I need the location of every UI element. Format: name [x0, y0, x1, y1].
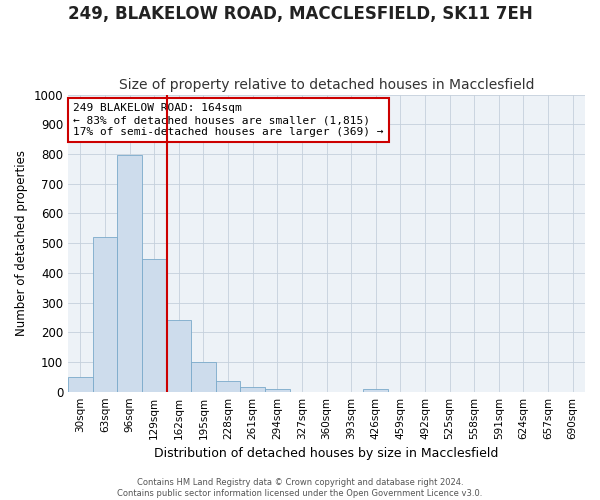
Bar	[68, 377, 92, 392]
Bar	[167, 320, 191, 392]
Y-axis label: Number of detached properties: Number of detached properties	[15, 150, 28, 336]
X-axis label: Distribution of detached houses by size in Macclesfield: Distribution of detached houses by size …	[154, 447, 499, 460]
Bar	[216, 382, 241, 392]
Text: 249, BLAKELOW ROAD, MACCLESFIELD, SK11 7EH: 249, BLAKELOW ROAD, MACCLESFIELD, SK11 7…	[68, 5, 532, 23]
Text: Contains HM Land Registry data © Crown copyright and database right 2024.
Contai: Contains HM Land Registry data © Crown c…	[118, 478, 482, 498]
Bar	[142, 260, 167, 392]
Title: Size of property relative to detached houses in Macclesfield: Size of property relative to detached ho…	[119, 78, 534, 92]
Bar	[265, 388, 290, 392]
Bar	[92, 237, 117, 392]
Bar	[364, 388, 388, 392]
Text: 249 BLAKELOW ROAD: 164sqm
← 83% of detached houses are smaller (1,815)
17% of se: 249 BLAKELOW ROAD: 164sqm ← 83% of detac…	[73, 104, 384, 136]
Bar	[191, 362, 216, 392]
Bar	[241, 387, 265, 392]
Bar	[117, 156, 142, 392]
